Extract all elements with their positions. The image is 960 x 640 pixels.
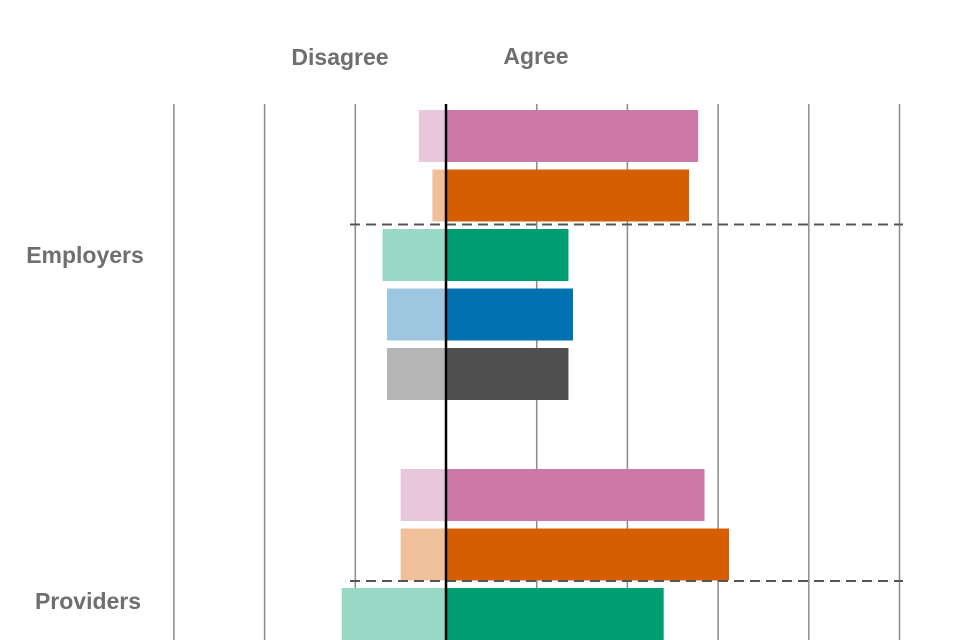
- group-label-employers: Employers: [26, 242, 144, 268]
- bars: [341, 110, 729, 640]
- group-separators: [350, 223, 903, 582]
- bar-agree: [446, 348, 569, 400]
- bar-disagree: [387, 348, 446, 400]
- bar-disagree: [387, 288, 446, 341]
- bar-agree: [446, 169, 690, 222]
- agree-header: Agree: [503, 43, 568, 69]
- bar-disagree: [382, 229, 446, 281]
- bar-disagree: [432, 169, 446, 222]
- group-label-providers: Providers: [35, 588, 141, 614]
- bar-agree: [446, 469, 705, 521]
- bar-agree: [446, 288, 573, 341]
- bar-disagree: [400, 528, 446, 581]
- bar-disagree: [341, 588, 446, 640]
- disagree-header: Disagree: [291, 44, 388, 70]
- bar-agree: [446, 229, 569, 281]
- bar-agree: [446, 528, 729, 581]
- bar-disagree: [418, 110, 446, 162]
- bar-agree: [446, 110, 699, 162]
- bar-disagree: [400, 469, 446, 521]
- bar-agree: [446, 588, 664, 640]
